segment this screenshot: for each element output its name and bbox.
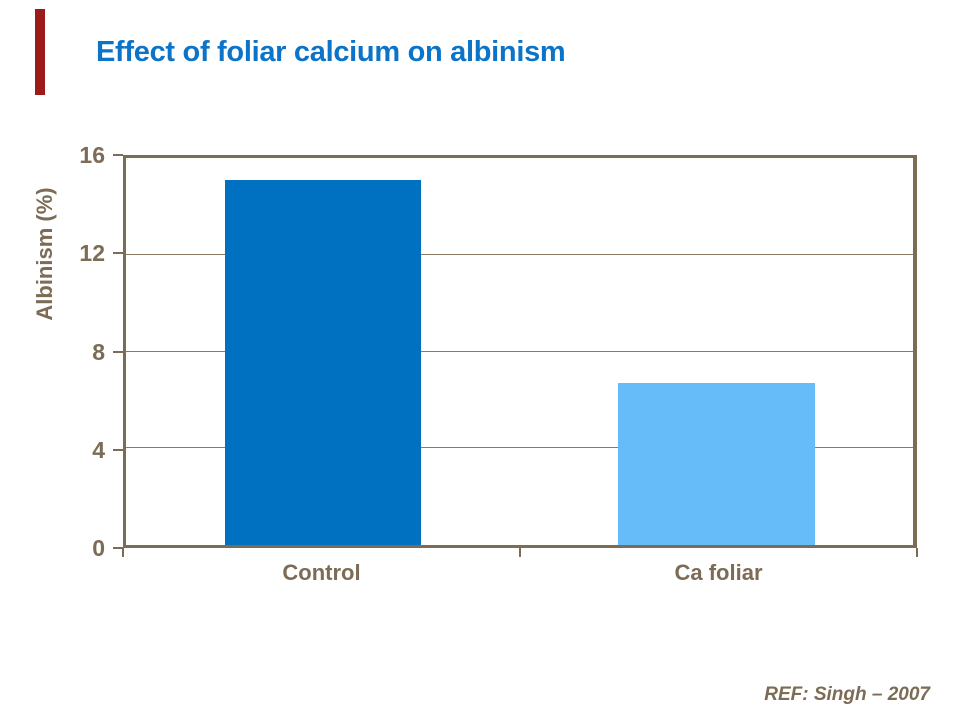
gridline-y-8: [126, 350, 913, 352]
y-tick-mark-12: [113, 252, 123, 255]
y-tick-label-8: 8: [92, 338, 105, 365]
gridline-y-4: [126, 447, 913, 449]
x-category-label-0: Control: [282, 560, 361, 585]
x-tick-mark-1: [519, 548, 521, 557]
bar-control: [224, 179, 421, 545]
y-tick-label-4: 4: [92, 436, 105, 463]
accent-bar: [35, 9, 45, 95]
bar-chart-plot-area: [123, 155, 917, 548]
y-tick-mark-0: [113, 547, 123, 549]
gridline-y-12: [126, 253, 913, 255]
y-tick-label-12: 12: [79, 240, 105, 267]
slide-title: Effect of foliar calcium on albinism: [96, 36, 566, 68]
x-tick-mark-2: [916, 548, 918, 557]
bar-ca-foliar: [618, 382, 815, 545]
reference-text: REF: Singh – 2007: [764, 684, 930, 705]
y-tick-mark-4: [113, 448, 123, 451]
x-category-label-1: Ca foliar: [674, 560, 763, 585]
y-tick-mark-8: [113, 350, 123, 353]
x-tick-mark-0: [122, 548, 124, 557]
y-tick-mark-16: [113, 154, 123, 156]
y-tick-label-16: 16: [79, 142, 105, 168]
y-tick-label-0: 0: [92, 535, 105, 561]
